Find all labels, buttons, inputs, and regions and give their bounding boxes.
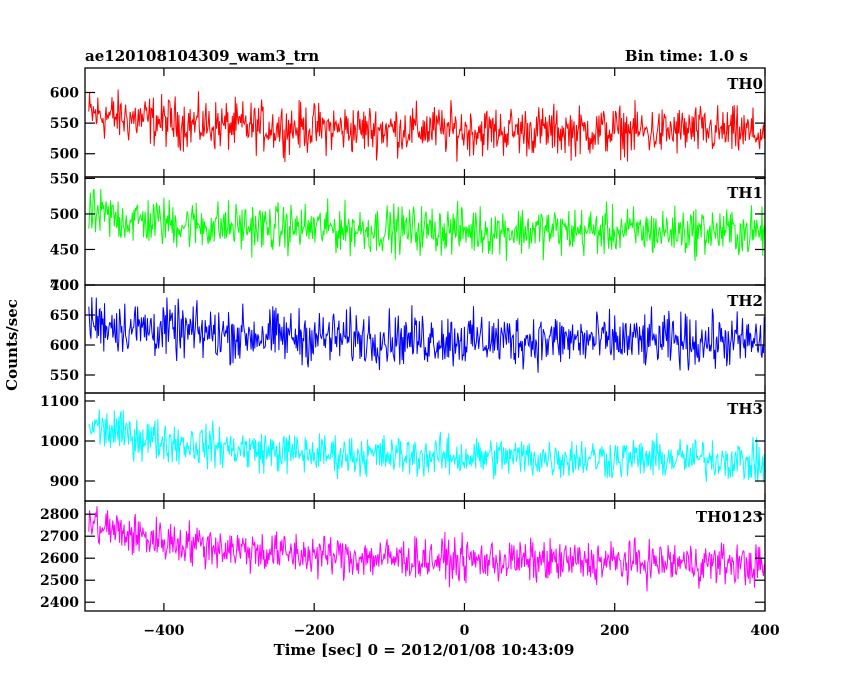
x-tick-label: 200 <box>600 623 629 639</box>
x-tick-label: 400 <box>750 623 779 639</box>
bin-time-label: Bin time: 1.0 s <box>625 47 748 65</box>
y-tick-label: 1000 <box>40 434 79 450</box>
panel-label-th0: TH0 <box>727 75 763 93</box>
x-tick-label: −400 <box>143 623 184 639</box>
y-tick-label: 2400 <box>40 595 79 611</box>
series-th0-line <box>88 89 766 163</box>
series-th1-line <box>88 188 766 261</box>
series-th0123-line <box>88 506 766 592</box>
panel-th2: 550 600 650 700 TH2 <box>50 278 766 394</box>
panel-th0: 500 550 600 TH0 <box>50 67 766 178</box>
y-tick-label: 2700 <box>40 529 79 545</box>
y-tick-label: 1100 <box>40 394 79 410</box>
panel-th1: 400 450 500 550 TH1 <box>50 171 766 294</box>
panel-label-th1: TH1 <box>727 184 763 202</box>
series-th3-line <box>88 409 766 483</box>
panel-th0123: 2400 2500 2600 2700 2800 TH0123 <box>40 500 766 612</box>
y-tick-label: 600 <box>50 85 79 101</box>
y-tick-label: 600 <box>50 338 79 354</box>
chart-title: ae120108104309_wam3_trn <box>85 47 319 65</box>
y-tick-label: 550 <box>50 368 79 384</box>
x-axis-label: Time [sec] 0 = 2012/01/08 10:43:09 <box>274 641 575 659</box>
y-tick-label: 500 <box>50 147 79 163</box>
y-tick-label: 550 <box>50 171 79 187</box>
panel-label-th2: TH2 <box>727 292 763 310</box>
y-axis-label: Counts/sec <box>3 299 21 391</box>
panel-label-th3: TH3 <box>727 400 763 418</box>
panel-th3: 900 1000 1100 TH3 <box>40 392 766 502</box>
y-tick-label: 900 <box>50 474 79 490</box>
y-tick-label: 450 <box>50 242 79 258</box>
x-tick-label: −200 <box>294 623 335 639</box>
y-tick-label: 700 <box>50 278 79 294</box>
y-tick-label: 500 <box>50 207 79 223</box>
x-tick-label: 0 <box>460 623 470 639</box>
series-th2-line <box>88 297 766 373</box>
panels: 500 550 600 TH0 400 450 500 550 TH1 550 600 650 700 T… <box>40 67 780 639</box>
y-tick-label: 2600 <box>40 551 79 567</box>
panel-frame <box>84 500 766 612</box>
y-tick-label: 550 <box>50 116 79 132</box>
y-tick-label: 650 <box>50 308 79 324</box>
panel-frame <box>84 176 766 286</box>
y-tick-label: 2500 <box>40 573 79 589</box>
panel-label-th0123: TH0123 <box>696 508 763 526</box>
y-tick-label: 400 <box>50 278 79 294</box>
y-tick-label: 2800 <box>40 507 79 523</box>
